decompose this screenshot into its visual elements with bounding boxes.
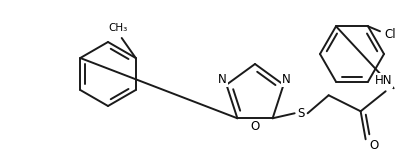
Text: HN: HN bbox=[375, 74, 392, 87]
Text: O: O bbox=[369, 139, 378, 152]
Text: Cl: Cl bbox=[384, 28, 396, 41]
Text: O: O bbox=[251, 120, 260, 133]
Text: N: N bbox=[218, 73, 227, 86]
Text: N: N bbox=[282, 73, 291, 86]
Text: CH₃: CH₃ bbox=[108, 23, 127, 33]
Text: S: S bbox=[297, 107, 304, 120]
